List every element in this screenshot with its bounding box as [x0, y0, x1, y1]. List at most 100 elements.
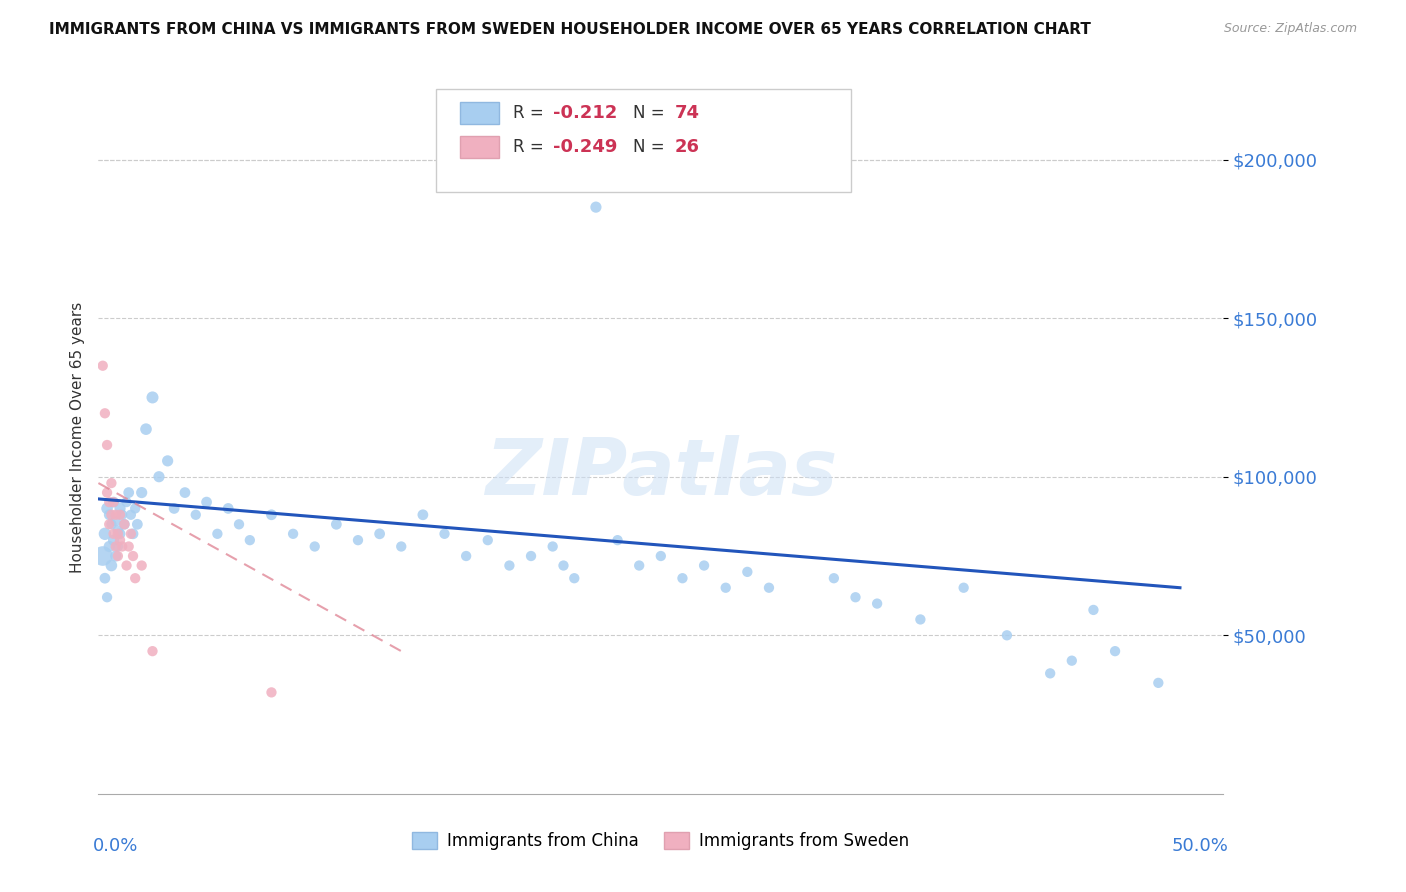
Point	[94, 571, 117, 585]
Point	[693, 558, 716, 573]
Y-axis label: Householder Income Over 65 years: Householder Income Over 65 years	[69, 301, 84, 573]
Text: 26: 26	[675, 138, 700, 156]
Point	[124, 571, 146, 585]
Point	[260, 685, 283, 699]
Point	[184, 508, 207, 522]
Point	[628, 558, 651, 573]
Point	[995, 628, 1018, 642]
Point	[498, 558, 520, 573]
Point	[304, 540, 326, 554]
Point	[111, 508, 134, 522]
Point	[714, 581, 737, 595]
Point	[94, 406, 117, 420]
Point	[120, 526, 142, 541]
Point	[104, 514, 127, 528]
Point	[91, 359, 114, 373]
Point	[477, 533, 499, 548]
Point	[107, 526, 129, 541]
Text: R =: R =	[513, 104, 550, 122]
Point	[866, 597, 889, 611]
Point	[120, 508, 142, 522]
Point	[1083, 603, 1105, 617]
Point	[758, 581, 780, 595]
Point	[131, 558, 153, 573]
Point	[1039, 666, 1062, 681]
Point	[141, 391, 163, 405]
Point	[107, 549, 129, 563]
Point	[98, 508, 121, 522]
Point	[122, 549, 145, 563]
Text: 50.0%: 50.0%	[1173, 837, 1229, 855]
Point	[115, 558, 138, 573]
Text: ZIPatlas: ZIPatlas	[485, 434, 837, 511]
Point	[115, 495, 138, 509]
Point	[195, 495, 218, 509]
Point	[96, 591, 118, 605]
Point	[104, 508, 127, 522]
Point	[111, 540, 134, 554]
Point	[585, 200, 607, 214]
Point	[98, 540, 121, 554]
Point	[325, 517, 347, 532]
Point	[174, 485, 197, 500]
Point	[1147, 676, 1170, 690]
Text: Source: ZipAtlas.com: Source: ZipAtlas.com	[1223, 22, 1357, 36]
Point	[541, 540, 564, 554]
Point	[96, 485, 118, 500]
Point	[412, 508, 434, 522]
Point	[163, 501, 186, 516]
Point	[100, 508, 122, 522]
Point	[98, 517, 121, 532]
Point	[606, 533, 628, 548]
Point	[844, 591, 866, 605]
Point	[156, 454, 179, 468]
Point	[131, 485, 153, 500]
Point	[347, 533, 370, 548]
Point	[562, 571, 585, 585]
Point	[456, 549, 478, 563]
Text: N =: N =	[633, 104, 669, 122]
Point	[108, 526, 131, 541]
Point	[737, 565, 759, 579]
Point	[103, 495, 125, 509]
Point	[98, 495, 121, 509]
Text: -0.249: -0.249	[553, 138, 617, 156]
Point	[94, 526, 117, 541]
Point	[141, 644, 163, 658]
Point	[553, 558, 575, 573]
Point	[103, 526, 125, 541]
Point	[433, 526, 456, 541]
Point	[124, 501, 146, 516]
Point	[100, 558, 122, 573]
Point	[520, 549, 543, 563]
Point	[103, 533, 125, 548]
Point	[107, 540, 129, 554]
Point	[103, 495, 125, 509]
Point	[228, 517, 250, 532]
Point	[112, 517, 135, 532]
Point	[239, 533, 262, 548]
Point	[823, 571, 845, 585]
Text: R =: R =	[513, 138, 550, 156]
Point	[650, 549, 672, 563]
Point	[96, 438, 118, 452]
Point	[260, 508, 283, 522]
Text: N =: N =	[633, 138, 669, 156]
Point	[217, 501, 239, 516]
Point	[104, 540, 127, 554]
Text: 74: 74	[675, 104, 700, 122]
Point	[112, 517, 135, 532]
Point	[122, 526, 145, 541]
Point	[389, 540, 412, 554]
Point	[148, 469, 170, 483]
Point	[952, 581, 974, 595]
Point	[96, 501, 118, 516]
Point	[207, 526, 229, 541]
Point	[118, 485, 141, 500]
Legend: Immigrants from China, Immigrants from Sweden: Immigrants from China, Immigrants from S…	[406, 825, 915, 857]
Point	[281, 526, 304, 541]
Text: IMMIGRANTS FROM CHINA VS IMMIGRANTS FROM SWEDEN HOUSEHOLDER INCOME OVER 65 YEARS: IMMIGRANTS FROM CHINA VS IMMIGRANTS FROM…	[49, 22, 1091, 37]
Point	[368, 526, 391, 541]
Point	[135, 422, 157, 436]
Point	[127, 517, 149, 532]
